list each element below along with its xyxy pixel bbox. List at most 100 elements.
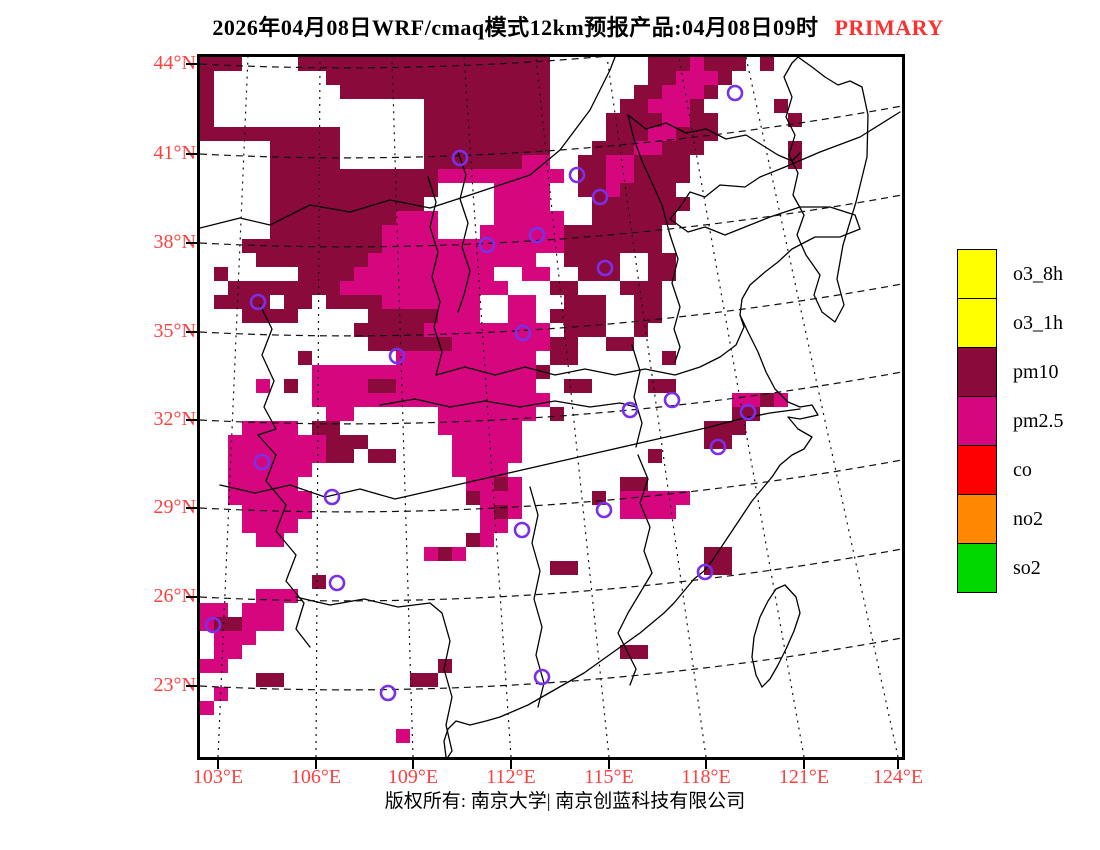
pm10-cell <box>382 197 396 211</box>
pm10-cell <box>718 435 732 449</box>
city-marker-icon <box>249 293 267 311</box>
legend-label: o3_8h <box>1013 262 1063 285</box>
pm25-cell <box>298 435 312 449</box>
pm10-cell <box>256 281 270 295</box>
pm10-cell <box>410 309 424 323</box>
pm10-cell <box>340 57 354 71</box>
pm10-cell <box>480 57 494 71</box>
city-marker-icon <box>328 574 346 592</box>
pm10-cell <box>648 211 662 225</box>
city-marker-icon <box>514 324 532 342</box>
lon-axis-label: 112°E <box>486 766 536 788</box>
province-boundaries <box>200 57 901 757</box>
pm25-cell <box>550 239 564 253</box>
pm25-cell <box>256 617 270 631</box>
pm10-cell <box>326 239 340 253</box>
pm25-cell <box>368 253 382 267</box>
pm25-cell <box>340 365 354 379</box>
pm10-cell <box>648 267 662 281</box>
pm10-cell <box>410 197 424 211</box>
pm10-cell <box>270 127 284 141</box>
pm25-cell <box>550 169 564 183</box>
pm25-cell <box>340 281 354 295</box>
pm25-cell <box>228 645 242 659</box>
pm25-cell <box>312 379 326 393</box>
pm10-cell <box>592 253 606 267</box>
pm25-cell <box>270 533 284 547</box>
pm25-cell <box>466 463 480 477</box>
pm25-cell <box>620 155 634 169</box>
pm25-cell <box>494 197 508 211</box>
pm25-cell <box>270 603 284 617</box>
pm10-cell <box>270 155 284 169</box>
pm25-cell <box>480 519 494 533</box>
pm25-cell <box>354 393 368 407</box>
pm25-cell <box>228 631 242 645</box>
pm10-cell <box>438 113 452 127</box>
pm10-cell <box>466 85 480 99</box>
pm10-cell <box>536 71 550 85</box>
pm10-cell <box>270 225 284 239</box>
pm10-cell <box>452 113 466 127</box>
pm25-cell <box>466 379 480 393</box>
pm10-cell <box>508 71 522 85</box>
pm10-cell <box>480 141 494 155</box>
pm10-cell <box>298 211 312 225</box>
pm10-cell <box>648 295 662 309</box>
pm10-cell <box>466 99 480 113</box>
pm10-cell <box>508 141 522 155</box>
pm25-cell <box>270 519 284 533</box>
pm25-cell <box>550 211 564 225</box>
pm25-cell <box>284 519 298 533</box>
pm10-cell <box>326 225 340 239</box>
pm10-cell <box>578 155 592 169</box>
pm10-cell <box>648 85 662 99</box>
pm25-cell <box>466 351 480 365</box>
boundary-line <box>617 572 653 686</box>
pm10-cell <box>396 57 410 71</box>
pm25-cell <box>396 225 410 239</box>
pm10-cell <box>606 253 620 267</box>
pm10-cell <box>340 85 354 99</box>
pm10-cell <box>382 449 396 463</box>
pm25-cell <box>214 603 228 617</box>
pm25-cell <box>298 463 312 477</box>
latitude-gridline <box>200 105 902 159</box>
pm10-cell <box>326 267 340 281</box>
pm10-cell <box>354 183 368 197</box>
pm25-cell <box>494 407 508 421</box>
pm25-cell <box>494 491 508 505</box>
page-title: 2026年04月08日WRF/cmaq模式12km预报产品:04月08日09时 P… <box>212 10 943 42</box>
pm25-cell <box>662 127 676 141</box>
pm10-cell <box>424 113 438 127</box>
boundary-line <box>219 408 801 500</box>
pm25-cell <box>382 295 396 309</box>
pm10-cell <box>340 225 354 239</box>
pm25-cell <box>284 463 298 477</box>
pm25-cell <box>480 491 494 505</box>
pollution-raster <box>200 57 802 743</box>
pm10-cell <box>424 309 438 323</box>
pm25-cell <box>620 491 634 505</box>
boundary-line <box>427 176 443 376</box>
pm10-cell <box>592 267 606 281</box>
pm10-cell <box>648 155 662 169</box>
legend-item: so2 <box>957 543 1064 593</box>
pm25-cell <box>508 477 522 491</box>
pm10-cell <box>200 85 214 99</box>
pm10-cell <box>200 57 214 71</box>
pm10-cell <box>480 127 494 141</box>
pm25-cell <box>550 225 564 239</box>
pm25-cell <box>606 183 620 197</box>
pm10-cell <box>578 379 592 393</box>
pm10-cell <box>298 225 312 239</box>
pm25-cell <box>494 379 508 393</box>
pm10-cell <box>340 169 354 183</box>
pm10-cell <box>284 253 298 267</box>
pm10-cell <box>592 491 606 505</box>
pm10-cell <box>704 435 718 449</box>
pm25-cell <box>410 211 424 225</box>
pm10-cell <box>340 183 354 197</box>
latitude-gridline <box>200 548 902 602</box>
pm25-cell <box>494 225 508 239</box>
